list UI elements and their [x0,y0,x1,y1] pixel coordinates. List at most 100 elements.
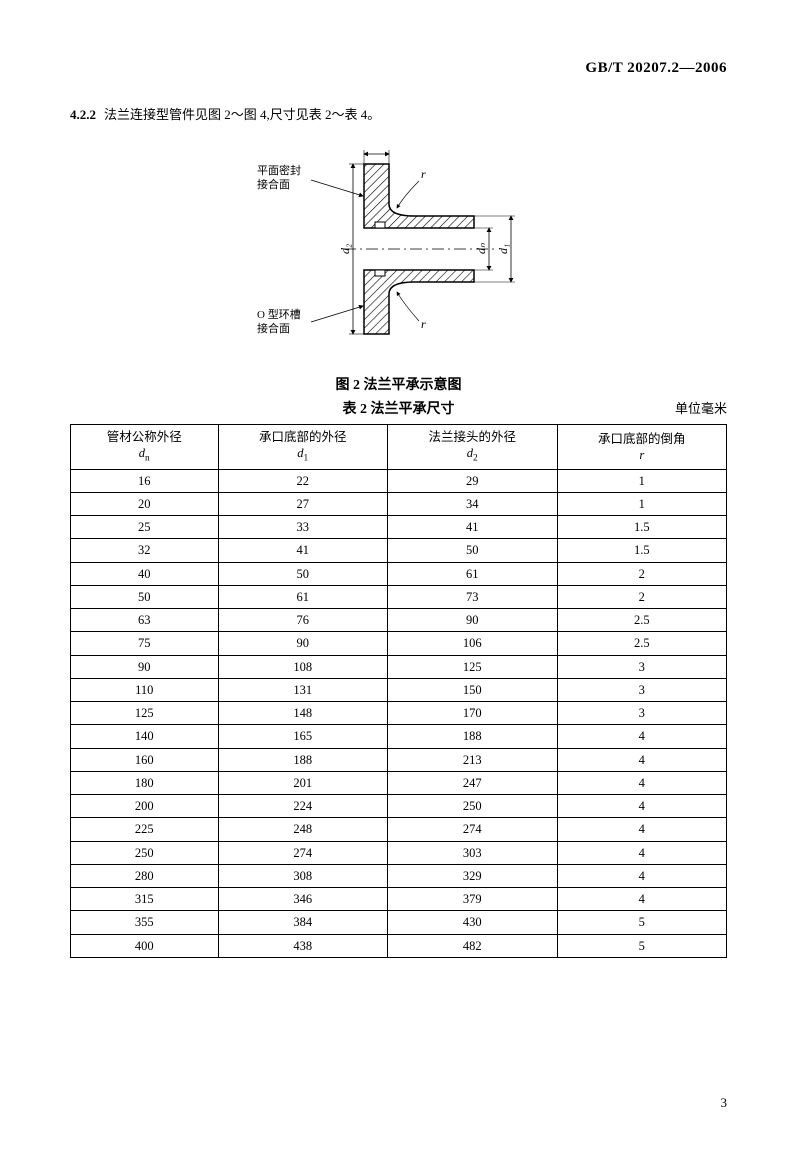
table-cell: 32 [71,539,219,562]
table-cell: 248 [218,818,387,841]
table-row: 2002242504 [71,795,727,818]
table-cell: 482 [388,934,557,957]
table-row: 4004384825 [71,934,727,957]
table-cell: 308 [218,864,387,887]
table-column-header: 法兰接头的外径d2 [388,424,557,469]
table-cell: 225 [71,818,219,841]
table-cell: 90 [71,655,219,678]
svg-text:接合面: 接合面 [257,177,290,191]
table-cell: 16 [71,469,219,492]
table-row: 3153463794 [71,888,727,911]
dimension-table: 管材公称外径dn承口底部的外径d1法兰接头的外径d2承口底部的倒角r 16222… [70,424,727,958]
table-row: 75901062.5 [71,632,727,655]
table-body: 162229120273412533411.53241501.540506125… [71,469,727,957]
table-column-header: 管材公称外径dn [71,424,219,469]
table-cell: 224 [218,795,387,818]
table-cell: 22 [218,469,387,492]
table-cell: 2 [557,562,727,585]
table-cell: 274 [388,818,557,841]
table-cell: 40 [71,562,219,585]
svg-text:d₂: d₂ [338,244,352,254]
table-cell: 3 [557,678,727,701]
table-cell: 247 [388,771,557,794]
table-title-row: 表 2 法兰平承尺寸 单位毫米 [70,398,727,418]
table-row: 1251481703 [71,702,727,725]
table-cell: 140 [71,725,219,748]
svg-text:r: r [421,167,426,181]
table-row: 1401651884 [71,725,727,748]
table-cell: 61 [388,562,557,585]
table-cell: 1.5 [557,516,727,539]
table-cell: 25 [71,516,219,539]
table-row: 2533411.5 [71,516,727,539]
table-cell: 2.5 [557,609,727,632]
table-cell: 201 [218,771,387,794]
table-cell: 4 [557,818,727,841]
table-cell: 5 [557,911,727,934]
table-row: 6376902.5 [71,609,727,632]
table-cell: 4 [557,864,727,887]
table-cell: 29 [388,469,557,492]
table-cell: 3 [557,702,727,725]
table-cell: 63 [71,609,219,632]
table-cell: 148 [218,702,387,725]
figure-caption: 图 2 法兰平承示意图 [70,374,727,394]
table-row: 3553844305 [71,911,727,934]
table-cell: 4 [557,771,727,794]
table-cell: 61 [218,585,387,608]
table-cell: 200 [71,795,219,818]
section-number: 4.2.2 [70,107,96,122]
table-row: 901081253 [71,655,727,678]
table-cell: 90 [388,609,557,632]
table-cell: 4 [557,888,727,911]
table-header: 管材公称外径dn承口底部的外径d1法兰接头的外径d2承口底部的倒角r [71,424,727,469]
table-cell: 346 [218,888,387,911]
table-cell: 250 [388,795,557,818]
table-row: 1622291 [71,469,727,492]
table-cell: 170 [388,702,557,725]
table-cell: 250 [71,841,219,864]
table-cell: 3 [557,655,727,678]
table-cell: 20 [71,492,219,515]
table-cell: 150 [388,678,557,701]
table-cell: 303 [388,841,557,864]
table-cell: 50 [71,585,219,608]
figure-2-diagram: 平面密封 接合面 O 型环槽 接合面 r r d₂ dₙ d₁ [70,146,727,356]
svg-text:dₙ: dₙ [474,243,488,254]
table-cell: 73 [388,585,557,608]
section-text: 法兰连接型管件见图 2～图 4,尺寸见表 2～表 4。 [104,107,380,122]
table-cell: 384 [218,911,387,934]
table-cell: 2.5 [557,632,727,655]
table-cell: 50 [218,562,387,585]
table-cell: 75 [71,632,219,655]
table-row: 2803083294 [71,864,727,887]
table-cell: 355 [71,911,219,934]
table-cell: 125 [71,702,219,725]
table-row: 4050612 [71,562,727,585]
table-cell: 280 [71,864,219,887]
standard-code: GB/T 20207.2—2006 [70,60,727,77]
table-row: 2027341 [71,492,727,515]
table-row: 2252482744 [71,818,727,841]
table-row: 1802012474 [71,771,727,794]
table-cell: 41 [218,539,387,562]
table-cell: 4 [557,841,727,864]
table-cell: 329 [388,864,557,887]
table-caption: 表 2 法兰平承尺寸 [343,402,455,417]
table-cell: 108 [218,655,387,678]
table-cell: 165 [218,725,387,748]
table-cell: 110 [71,678,219,701]
svg-text:d₁: d₁ [496,244,510,254]
table-cell: 90 [218,632,387,655]
table-cell: 315 [71,888,219,911]
table-cell: 379 [388,888,557,911]
table-cell: 131 [218,678,387,701]
table-cell: 274 [218,841,387,864]
svg-text:平面密封: 平面密封 [257,163,301,177]
table-cell: 33 [218,516,387,539]
table-cell: 1 [557,469,727,492]
table-cell: 438 [218,934,387,957]
table-cell: 400 [71,934,219,957]
table-row: 3241501.5 [71,539,727,562]
table-cell: 4 [557,725,727,748]
